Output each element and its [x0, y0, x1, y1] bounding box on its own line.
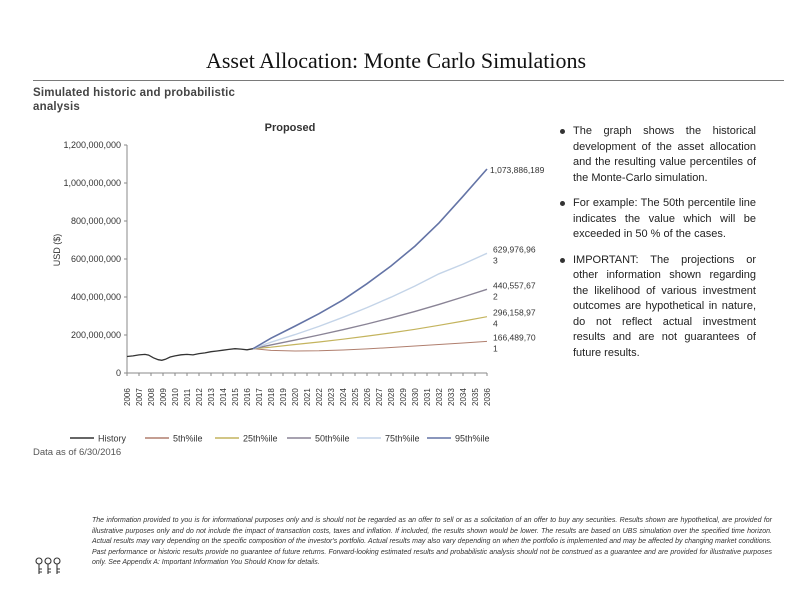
x-tick-label: 2029	[399, 388, 408, 406]
y-tick-label: 1,000,000,000	[63, 178, 121, 188]
bullet-item: For example: The 50th percentile line in…	[560, 196, 756, 243]
history-series-line	[126, 348, 254, 361]
data-as-of: Data as of 6/30/2016	[33, 447, 122, 458]
legal-disclaimer: The information provided to you is for i…	[92, 517, 772, 566]
end-value-label: 440,557,67 2	[493, 280, 536, 301]
series-line-95thpctile	[252, 168, 488, 350]
x-tick-label: 2027	[375, 388, 384, 406]
plot-area: 0 200,000,000 400,000,000 600,000,000 800,00…	[63, 140, 544, 406]
x-tick-label: 2018	[267, 388, 276, 406]
y-tick-label: 1,200,000,000	[63, 140, 121, 150]
x-tick-label: 2031	[423, 388, 432, 406]
x-tick-label: 2015	[231, 388, 240, 406]
x-tick-label: 2020	[291, 388, 300, 406]
legend-label: 25th%ile	[243, 434, 278, 444]
chart-legend: History 5th%ile 25th%ile 50th%ile 75th%ile 95…	[70, 434, 490, 444]
x-tick-label: 2033	[447, 388, 456, 406]
end-value-label: 629,976,96 3	[493, 244, 536, 265]
end-value-label: 296,158,97 4	[493, 308, 536, 329]
legend-label: 95th%ile	[455, 434, 490, 444]
x-tick-label: 2016	[243, 388, 252, 406]
x-tick-label: 2028	[387, 388, 396, 406]
x-tick-label: 2013	[207, 388, 216, 406]
bullet-item: IMPORTANT: The projections or other info…	[560, 253, 756, 362]
x-tick-label: 2017	[255, 388, 264, 406]
x-tick-label: 2011	[183, 388, 192, 406]
x-tick-label: 2009	[159, 388, 168, 406]
x-tick-label: 2010	[171, 388, 180, 406]
y-tick-label: 600,000,000	[71, 254, 121, 264]
page-title: Asset Allocation: Monte Carlo Simulation…	[205, 48, 587, 73]
legend-label: History	[98, 434, 127, 444]
x-tick-label: 2035	[471, 388, 480, 406]
series-line-25thpctile	[252, 316, 488, 350]
x-tick-label: 2026	[363, 388, 372, 406]
explanation-bullets: The graph shows the historical developme…	[560, 124, 756, 371]
x-tick-label: 2012	[195, 388, 204, 406]
x-tick-label: 2023	[327, 388, 336, 406]
x-tick-label: 2032	[435, 388, 444, 406]
x-tick-label: 2007	[135, 388, 144, 406]
y-tick-label: 400,000,000	[71, 292, 121, 302]
section-subtitle: Simulated historic and probabilistic ana…	[33, 87, 236, 113]
title-divider	[33, 80, 784, 81]
y-tick-label: 200,000,000	[71, 330, 121, 340]
x-tick-label: 2024	[339, 388, 348, 406]
end-value-label: 166,489,70 1	[493, 332, 536, 353]
x-tick-label: 2021	[303, 388, 312, 406]
x-tick-label: 2019	[279, 388, 288, 406]
x-tick-label: 2006	[123, 388, 132, 406]
bullet-item: The graph shows the historical developme…	[560, 124, 756, 186]
y-tick-label: 0	[116, 368, 121, 378]
series-line-75thpctile	[252, 252, 488, 350]
x-tick-label: 2014	[219, 388, 228, 406]
ubs-keys-logo-icon	[35, 557, 61, 574]
x-tick-label: 2036	[483, 388, 492, 406]
y-axis-label: USD ($)	[52, 234, 62, 267]
end-value-label: 1,073,886,189	[490, 165, 545, 175]
chart-title: Proposed	[265, 122, 316, 134]
y-tick-label: 800,000,000	[71, 216, 121, 226]
legend-label: 75th%ile	[385, 434, 420, 444]
x-tick-label: 2025	[351, 388, 360, 406]
legend-label: 5th%ile	[173, 434, 203, 444]
x-tick-label: 2030	[411, 388, 420, 406]
series-line-50thpctile	[252, 288, 488, 350]
x-tick-label: 2008	[147, 388, 156, 406]
x-tick-label: 2034	[459, 388, 468, 406]
x-tick-label: 2022	[315, 388, 324, 406]
series-line-5thpctile	[252, 340, 488, 352]
legend-label: 50th%ile	[315, 434, 350, 444]
